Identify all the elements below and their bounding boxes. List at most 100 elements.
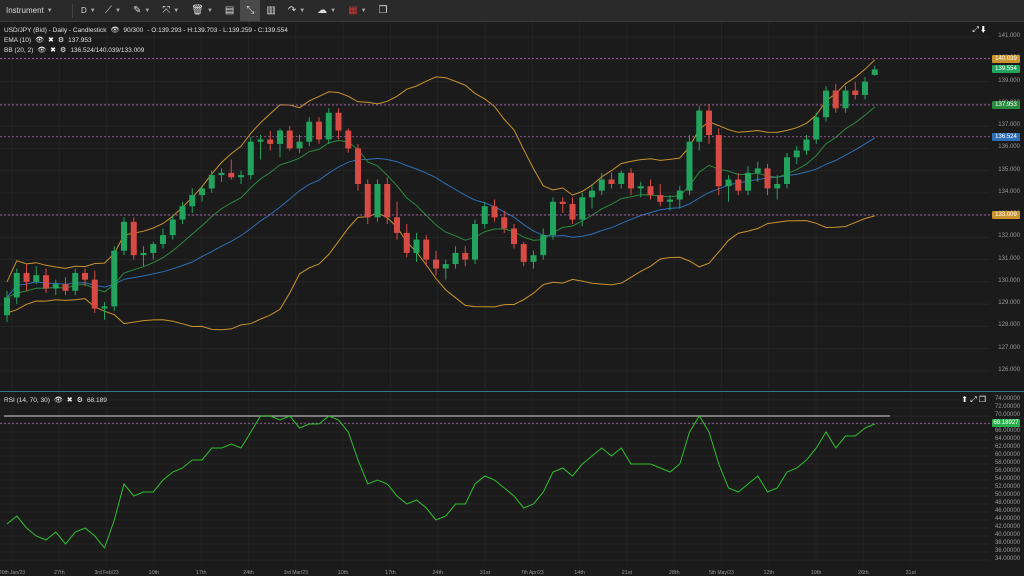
date-label: 3rd Mar/23	[283, 570, 308, 576]
gear-icon[interactable]: ⚙	[57, 37, 65, 44]
candle-body	[306, 121, 313, 142]
bb-legend: BB (20, 2) 👁 ✖ ⚙ 136.524/140.039/133.009	[4, 46, 145, 55]
symbol-label: USD/JPY (Bid) - Daily - Candlestick	[4, 26, 107, 34]
candle-body	[325, 112, 332, 140]
arrow-down-icon[interactable]: ⬇	[981, 25, 986, 34]
rsi-axis-label: 72.00000	[994, 404, 1020, 410]
price-axis-label: 136.000	[998, 144, 1020, 151]
fit-icon: ⤡	[246, 5, 255, 16]
bb-upper-line	[6, 59, 876, 283]
eye-icon[interactable]: 👁	[35, 37, 44, 44]
line-tool-icon: ⟋	[105, 5, 112, 16]
expand-icon[interactable]: ⤢	[972, 25, 979, 34]
gear-icon[interactable]: ⚙	[76, 397, 83, 404]
rsi-axis-label: 58.00000	[994, 460, 1020, 466]
price-tag-mid: 136.524	[992, 132, 1020, 141]
flag-button[interactable]: ▦ ▼	[342, 0, 372, 21]
date-label: 3rd Feb/23	[94, 570, 119, 576]
candle-body	[579, 197, 586, 220]
date-label: 10th	[148, 570, 160, 576]
rsi-pane[interactable]: RSI (14, 70, 30) 👁 ✖ ⚙ 68.189 ⬆ ⤢ ❐ 74.0…	[0, 391, 1024, 566]
date-label: 20th Jan/23	[0, 570, 26, 576]
rsi-axis-label: 44.00000	[994, 516, 1020, 522]
date-label: 12th	[763, 570, 775, 576]
bar-count: 90/300	[123, 26, 144, 34]
candle-body	[540, 235, 547, 256]
candle-body	[520, 244, 527, 262]
weather-button[interactable]: ☁ ▼	[311, 0, 342, 21]
trash-button[interactable]: 🗑 ▼	[185, 0, 219, 21]
ohlc-values: - O:139.293 - H:139.703 - L:139.259 - C:…	[147, 26, 288, 34]
flag-icon: ▦	[348, 5, 358, 16]
date-axis: 20th Jan/23 27th 3rd Feb/23 10th 17th 24th 3rd…	[0, 565, 1024, 576]
candle-body	[754, 168, 761, 173]
candle-body	[62, 284, 69, 291]
chevron-down-icon: ▼	[144, 7, 151, 14]
close-icon[interactable]: ✖	[47, 37, 54, 44]
layout-icon: ▤	[224, 5, 235, 16]
candle-body	[735, 179, 742, 191]
eye-icon[interactable]: 👁	[37, 47, 47, 54]
candle-body	[82, 272, 88, 280]
candle-body	[218, 172, 225, 176]
expand-icon[interactable]: ⤢	[970, 395, 977, 404]
date-label: 31st	[905, 570, 916, 576]
price-axis-label: 141.000	[998, 33, 1020, 40]
date-label: 5th May/23	[709, 570, 734, 576]
gear-icon[interactable]: ⚙	[60, 47, 67, 54]
eye-icon[interactable]: 👁	[110, 27, 120, 34]
candle-body	[589, 190, 595, 198]
candle-body	[72, 272, 79, 291]
candle-body	[316, 121, 322, 140]
date-label: 7th Apr/23	[520, 570, 544, 576]
price-tag-ema: 137.953	[992, 100, 1020, 109]
instrument-selector[interactable]: Instrument ▼	[0, 0, 70, 21]
candle-body	[121, 221, 127, 251]
line-tool-button[interactable]: ⟋ ▼	[99, 0, 127, 21]
timeframe-selector[interactable]: D ▼	[75, 0, 99, 21]
candle-body	[764, 168, 771, 189]
candle-body	[871, 69, 878, 75]
candle-body	[530, 255, 537, 262]
price-axis-label: 128.000	[998, 322, 1020, 329]
candle-body	[618, 172, 625, 184]
fit-button[interactable]: ⤡	[240, 0, 261, 21]
candle-body	[4, 297, 10, 316]
candle-body	[462, 252, 469, 260]
eye-icon[interactable]: 👁	[53, 397, 63, 404]
bb-value: 136.524/140.039/133.009	[70, 46, 145, 54]
rsi-axis-label: 64.00000	[994, 436, 1020, 442]
candle-body	[199, 188, 205, 196]
share-button[interactable]: ↷ ▼	[282, 0, 311, 21]
arrow-up-icon[interactable]: ⬆	[961, 395, 968, 404]
price-pane[interactable]: USD/JPY (Bid) - Daily - Candlestick 👁 90…	[0, 22, 1024, 389]
popout-icon[interactable]: ❐	[978, 395, 986, 404]
candle-body	[384, 183, 391, 218]
layout-button[interactable]: ▤	[219, 0, 240, 21]
price-axis-label: 135.000	[998, 166, 1020, 173]
rsi-chart	[0, 392, 990, 566]
candle-body	[686, 141, 693, 191]
bb-label: BB (20, 2)	[4, 46, 34, 54]
bar-chart-button[interactable]: ▥	[260, 0, 281, 21]
candle-body	[111, 250, 118, 307]
date-label: 19th	[810, 570, 822, 576]
ema-value: 137.953	[68, 36, 92, 44]
candle-body	[345, 130, 352, 149]
candle-body	[23, 272, 30, 282]
rsi-axis-label: 54.00000	[994, 476, 1020, 482]
candle-body	[228, 172, 235, 178]
date-label: 24th	[432, 570, 444, 576]
close-icon[interactable]: ✖	[66, 397, 73, 404]
close-icon[interactable]: ✖	[50, 47, 57, 54]
candle-body	[793, 150, 800, 158]
pencil-button[interactable]: ✎ ▼	[127, 0, 156, 21]
rsi-axis-label: 48.00000	[994, 500, 1020, 506]
rsi-line	[6, 415, 875, 550]
popout-button[interactable]: ❐	[373, 0, 394, 21]
date-label: 14th	[574, 570, 585, 576]
trash-icon: 🗑	[191, 5, 204, 16]
chevron-down-icon: ▼	[89, 7, 96, 14]
crosshair-button[interactable]: ⤧ ▼	[156, 0, 185, 21]
candle-body	[550, 201, 556, 236]
